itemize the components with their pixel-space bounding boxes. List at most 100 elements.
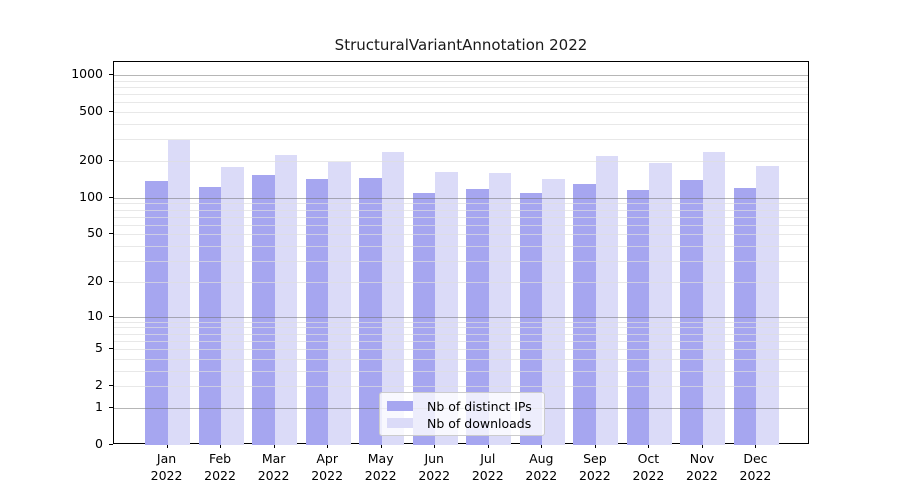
x-tick-label: Sep 2022 <box>578 451 611 483</box>
grid-line-minor <box>114 234 808 236</box>
legend-swatch-downloads <box>387 418 413 428</box>
y-tick-label: 0 <box>95 436 103 451</box>
bar-distinct-ips <box>252 174 275 445</box>
bar-distinct-ips <box>412 193 436 445</box>
y-tick-mark <box>109 406 113 408</box>
bar-distinct-ips <box>573 183 596 445</box>
bar-downloads <box>649 162 672 445</box>
y-tick-mark <box>109 444 113 445</box>
legend: Nb of distinct IPs Nb of downloads <box>379 392 545 436</box>
grid-line-minor <box>114 370 808 372</box>
y-tick-label: 100 <box>79 188 103 204</box>
y-tick-mark <box>109 233 113 235</box>
legend-item-distinct-ips: Nb of distinct IPs <box>387 398 535 414</box>
grid-line-minor <box>114 80 808 82</box>
y-tick-mark <box>109 348 113 350</box>
x-tick-mark <box>701 444 703 448</box>
grid-line-minor <box>114 161 808 163</box>
bar-distinct-ips <box>733 187 757 445</box>
y-tick-mark <box>109 196 113 198</box>
x-tick-label: Jun 2022 <box>418 451 451 483</box>
grid-line-minor <box>114 224 808 226</box>
x-tick-mark <box>755 444 757 448</box>
bar-distinct-ips <box>305 179 329 445</box>
y-tick-mark <box>109 74 113 76</box>
x-tick-label: Oct 2022 <box>632 451 665 483</box>
legend-label-distinct-ips: Nb of distinct IPs <box>427 398 532 414</box>
x-tick-label: Jan 2022 <box>150 451 183 483</box>
bar-downloads <box>756 165 779 445</box>
grid-line-minor <box>114 203 808 205</box>
grid-layer <box>114 62 808 443</box>
x-tick-label: Apr 2022 <box>311 451 344 483</box>
x-tick-mark <box>487 444 489 448</box>
x-tick-mark <box>380 444 382 448</box>
grid-line-minor <box>114 321 808 323</box>
x-tick-mark <box>648 444 650 448</box>
x-tick-mark <box>434 444 436 448</box>
legend-label-downloads: Nb of downloads <box>427 415 532 431</box>
grid-line-minor <box>114 333 808 335</box>
grid-line-major <box>114 75 808 77</box>
x-tick-mark <box>220 444 222 448</box>
x-tick-label: Feb 2022 <box>204 451 236 483</box>
legend-item-downloads: Nb of downloads <box>387 415 535 431</box>
bar-distinct-ips <box>519 192 543 445</box>
x-tick-mark <box>166 444 168 448</box>
y-tick-label: 1 <box>95 398 103 414</box>
grid-line-minor <box>114 358 808 360</box>
bar-distinct-ips <box>359 178 382 445</box>
bar-downloads <box>328 162 351 445</box>
grid-line-minor <box>114 261 808 263</box>
legend-swatch-distinct-ips <box>387 401 413 411</box>
x-tick-label: Dec 2022 <box>739 451 772 483</box>
x-tick-label: May 2022 <box>364 451 397 483</box>
plot-area: Nb of distinct IPs Nb of downloads <box>113 61 809 445</box>
y-tick-label: 2 <box>95 377 103 393</box>
grid-line-minor <box>114 94 808 96</box>
grid-line-minor <box>114 112 808 114</box>
y-tick-label: 50 <box>87 225 103 241</box>
bar-distinct-ips <box>626 190 650 445</box>
bar-downloads <box>435 171 458 445</box>
bar-downloads <box>488 172 512 445</box>
y-tick-mark <box>109 315 113 317</box>
y-tick-mark <box>109 111 113 113</box>
grid-line-major <box>114 316 808 318</box>
chart-title: StructuralVariantAnnotation 2022 <box>334 36 588 54</box>
x-tick-mark <box>541 444 543 448</box>
x-tick-label: Aug 2022 <box>525 451 558 483</box>
y-tick-label: 10 <box>87 307 103 323</box>
grid-line-minor <box>114 327 808 329</box>
grid-line-minor <box>114 340 808 342</box>
bar-downloads <box>167 140 191 445</box>
grid-line-minor <box>114 124 808 126</box>
y-tick-mark <box>109 385 113 387</box>
grid-line-minor <box>114 139 808 141</box>
x-tick-label: Mar 2022 <box>257 451 290 483</box>
y-tick-label: 500 <box>79 103 103 119</box>
grid-line-minor <box>114 246 808 248</box>
bar-downloads <box>595 156 619 445</box>
y-tick-label: 20 <box>87 272 103 288</box>
x-tick-label: Jul 2022 <box>471 451 504 483</box>
grid-line-minor <box>114 281 808 283</box>
y-tick-label: 200 <box>79 152 103 168</box>
grid-line-minor <box>114 349 808 351</box>
x-tick-label: Nov 2022 <box>686 451 718 483</box>
bar-distinct-ips <box>198 187 222 445</box>
y-tick-label: 1000 <box>71 66 103 82</box>
grid-line-minor <box>114 216 808 218</box>
y-tick-mark <box>109 280 113 282</box>
y-tick-mark <box>109 160 113 162</box>
y-tick-label: 5 <box>95 340 103 356</box>
x-tick-mark <box>273 444 275 448</box>
grid-line-minor <box>114 102 808 104</box>
bar-downloads <box>274 154 298 445</box>
bar-downloads <box>221 166 244 445</box>
grid-line-minor <box>114 86 808 88</box>
grid-line-minor <box>114 386 808 388</box>
grid-line-major <box>114 197 808 199</box>
grid-line-minor <box>114 209 808 211</box>
